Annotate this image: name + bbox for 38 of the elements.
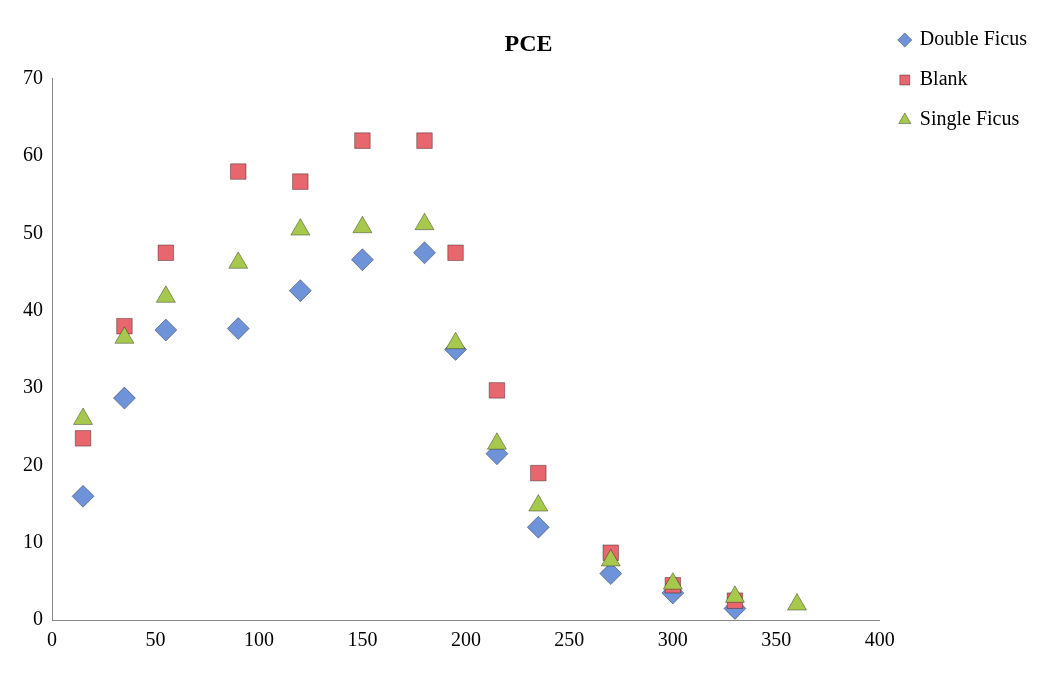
point [526,515,550,539]
y-tick-label: 10 [23,529,43,552]
legend-label: Blank [919,67,968,90]
y-tick-label: 40 [23,297,43,320]
y-tick-label: 30 [23,375,43,398]
point [112,386,136,410]
x-tick-label: 0 [47,628,57,651]
x-tick-label: 250 [554,628,585,651]
point [229,163,247,180]
x-tick-label: 200 [450,628,481,651]
point [74,430,92,447]
point [71,484,95,508]
legend-label: Double Ficus [919,27,1028,50]
y-tick-label: 70 [23,66,43,89]
point [447,244,464,262]
point [354,132,371,149]
legend-label: Single Ficus [919,107,1020,131]
y-tick-label: 50 [23,220,43,243]
point [350,248,374,272]
point [416,132,433,149]
x-tick-label: 350 [761,628,792,651]
point [413,241,436,265]
x-tick-label: 100 [243,628,274,651]
point [226,317,250,341]
point [488,382,506,399]
y-tick-label: 60 [23,143,43,166]
point [292,173,309,190]
x-tick-label: 150 [347,628,378,651]
y-tick-label: 0 [33,607,43,630]
point [288,279,312,303]
point [154,318,178,342]
point [530,464,547,482]
x-tick-label: 50 [145,628,166,651]
x-tick-label: 400 [864,628,895,651]
point [157,244,175,262]
y-tick-label: 20 [23,452,43,475]
chart-title: PCE [504,29,553,56]
x-tick-label: 300 [657,628,688,651]
